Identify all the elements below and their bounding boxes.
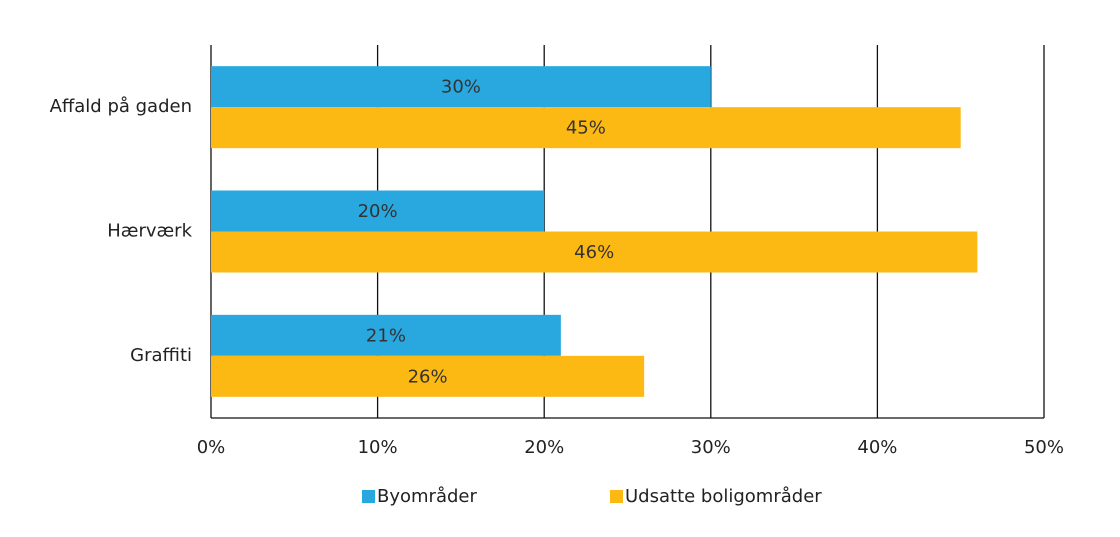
legend-label: Udsatte boligområder [625,486,822,507]
bar [211,355,645,397]
bar [211,314,561,356]
x-tick-label: 50% [1024,437,1064,458]
legend-label: Byområder [377,486,477,507]
bar [211,231,978,273]
y-tick-label: Graffiti [130,345,192,366]
legend-swatch [610,490,623,503]
x-tick-label: 20% [524,437,564,458]
data-label: 20% [358,201,398,222]
x-tick-label: 30% [691,437,731,458]
y-tick-label: Hærværk [107,221,192,242]
data-label: 26% [408,366,448,387]
y-tick-label: Affald på gaden [50,96,192,117]
x-tick-label: 10% [358,437,398,458]
bar [211,190,545,232]
bar [211,66,711,108]
data-label: 30% [441,77,481,98]
x-tick-label: 40% [857,437,897,458]
data-label: 46% [574,242,614,263]
x-tick-label: 0% [197,437,226,458]
bar [211,107,961,149]
data-label: 45% [566,118,606,139]
data-label: 21% [366,325,406,346]
legend-swatch [362,490,375,503]
